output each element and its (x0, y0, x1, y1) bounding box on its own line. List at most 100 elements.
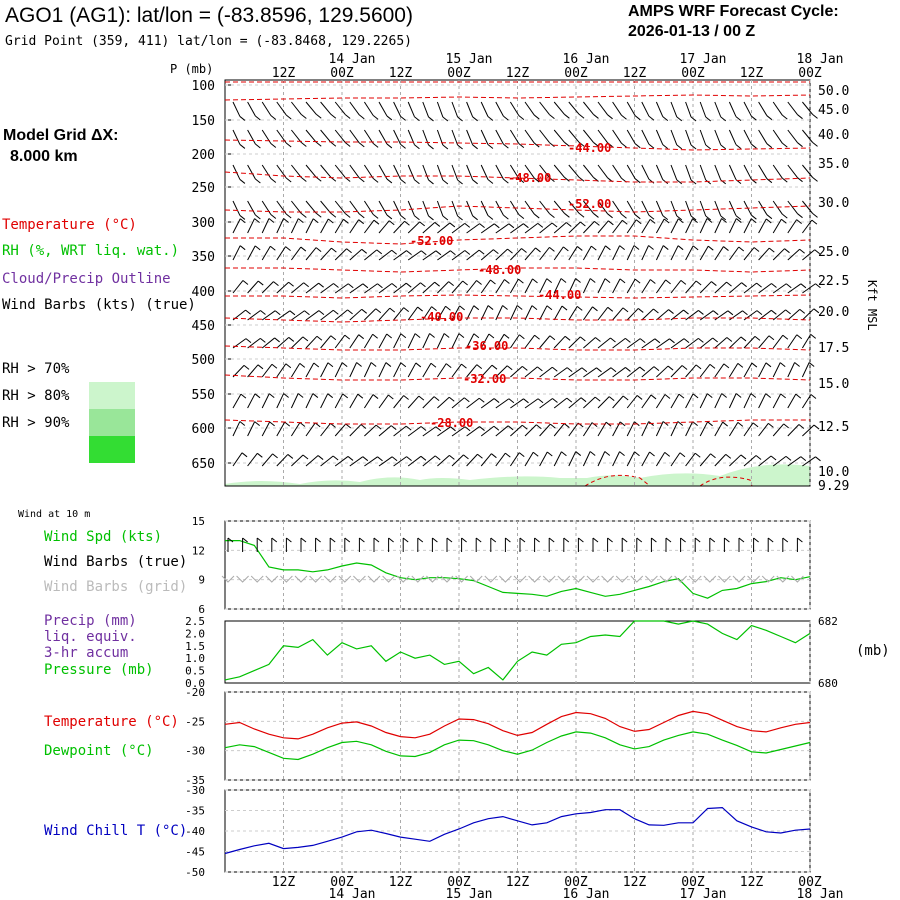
wind-barb-flag (721, 218, 727, 223)
wind-barb (422, 333, 431, 349)
wind-barb (626, 278, 636, 294)
wind-barb-flag (400, 333, 407, 339)
wind-barb (597, 307, 609, 321)
wind-barb-flag (519, 334, 525, 340)
wind-barb-flag (561, 305, 568, 311)
surface-wind-barb-flag (534, 537, 540, 543)
wind-barb (393, 220, 405, 234)
wind-barb (320, 283, 334, 294)
wind-barb (553, 278, 562, 294)
wind-barb-flag (592, 306, 598, 312)
wind-barb-flag (576, 306, 583, 311)
wind-barb (758, 393, 767, 409)
surface-wind-barb-flag (767, 537, 774, 543)
legend-temperature: Temperature (°C) (2, 217, 137, 233)
wind-barb (247, 421, 256, 437)
temp-panel-ytick: -30 (185, 745, 205, 758)
wind-barb (349, 334, 360, 349)
grid-wind-barb (630, 575, 644, 583)
wind-barb-flag (536, 424, 542, 430)
bottom-time-label: 12Z (740, 875, 764, 890)
wind-barb (451, 129, 459, 146)
wind-barb (509, 101, 520, 116)
wind-barb (670, 421, 679, 437)
wind-barb (802, 129, 813, 143)
wind-barb-flag (268, 218, 275, 223)
wind-barb (261, 101, 272, 116)
wind-barb-flag (796, 334, 803, 340)
temperature-label: Temperature (°C) (44, 714, 179, 730)
grid-wind-barb (426, 575, 439, 583)
upper-barb-row (232, 101, 818, 122)
wind-barb-flag (534, 334, 540, 340)
wind-barb-flag (692, 393, 699, 399)
wind-barb (393, 200, 402, 216)
wind-barb-flag (768, 247, 775, 253)
wind-barb-flag (442, 179, 449, 185)
wind-barb-flag (756, 310, 763, 316)
wind-barb-flag (812, 176, 818, 182)
wind-barb (583, 164, 594, 178)
wind-barb-flag (752, 422, 759, 428)
wind-barb (728, 363, 739, 378)
wind-barb (291, 454, 304, 467)
precip-panel-ytick: 1.0 (185, 652, 205, 665)
grid-wind-barb (469, 575, 483, 583)
wind-barb-flag (473, 305, 480, 311)
wind-barb (656, 365, 669, 378)
wind-barb-flag (797, 114, 803, 120)
surface-wind-barb-flag (344, 537, 351, 543)
wind-barb-flag (783, 423, 789, 429)
wind-barb-flag (578, 176, 585, 182)
wind-barb (407, 362, 417, 378)
wind-barb-flag (622, 395, 629, 401)
temp-contour-label: -40.00 (420, 310, 463, 324)
wind-barb-flag (457, 215, 463, 221)
wind-barb (772, 309, 786, 321)
wind-barb (787, 101, 798, 116)
wind-barb (714, 421, 724, 437)
wind-barb (480, 279, 491, 294)
wind-barb-flag (491, 364, 498, 370)
wind-barb (728, 218, 737, 234)
grid-wind-barb (747, 575, 760, 583)
wind-barb (407, 282, 421, 294)
wind-barb-flag (272, 453, 278, 459)
wind-barb-flag (766, 115, 773, 121)
wind-barb (612, 200, 622, 215)
bottom-time-label: 00Z (330, 875, 354, 890)
wind-barb-flag (362, 456, 369, 462)
top-time-label: 12Z (623, 66, 647, 81)
wind-barb (437, 396, 450, 409)
kft-tick-label: 30.0 (818, 196, 849, 211)
wind-barb-flag (751, 115, 757, 121)
wind-barb (729, 336, 742, 349)
wind-barb-flag (521, 248, 527, 253)
wind-barb (758, 423, 769, 437)
wind-barb-flag (605, 245, 611, 251)
wind-barb (728, 101, 737, 117)
wind-barb (729, 310, 743, 321)
bottom-time-label: 12Z (506, 875, 530, 890)
kft-tick-label: 45.0 (818, 103, 849, 118)
wind-barb-flag (676, 116, 683, 122)
wind-barb-flag (750, 393, 757, 398)
wind-barb (583, 337, 596, 349)
wind-barb (480, 249, 494, 261)
wind-barb-flag (808, 362, 815, 367)
wind-barb (232, 280, 244, 294)
kft-tick-label: 50.0 (818, 84, 849, 99)
wind-barb-flag (385, 362, 392, 367)
wind-barb (568, 451, 577, 467)
wind-barb (583, 200, 594, 214)
wind-barb-flag (269, 421, 275, 427)
wind-barb-flag (345, 423, 352, 429)
wind-barb (451, 333, 460, 349)
wind-barb-flag (487, 215, 494, 220)
wind-barb (597, 245, 606, 261)
surface-wind-barb-flag (432, 537, 438, 543)
kft-tick-label: 9.29 (818, 479, 849, 494)
wind-barb (261, 393, 270, 409)
wind-barb-flag (260, 337, 266, 343)
